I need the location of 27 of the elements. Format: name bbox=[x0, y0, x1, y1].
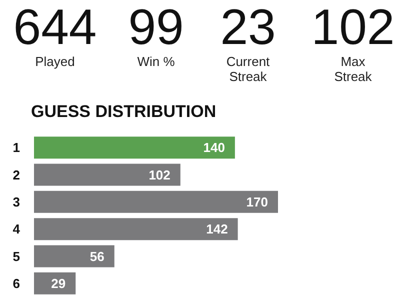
category-label: Win % bbox=[136, 54, 176, 69]
category-label: Max Streak bbox=[333, 54, 373, 84]
y-tick-label: 5 bbox=[12, 248, 20, 264]
category-label: Played bbox=[34, 54, 76, 69]
y-tick-label: 3 bbox=[12, 194, 20, 210]
y-tick-label: 2 bbox=[12, 167, 20, 182]
chart-title: GUESS DISTRIBUTION bbox=[31, 102, 216, 121]
data-label: 644 bbox=[12, 0, 98, 55]
data-label: 170 bbox=[246, 194, 268, 210]
data-label: 102 bbox=[310, 0, 396, 55]
y-tick-label: 4 bbox=[12, 222, 21, 237]
data-label: 142 bbox=[206, 222, 228, 237]
data-label: 140 bbox=[203, 140, 225, 156]
bar bbox=[34, 164, 180, 186]
bar bbox=[34, 218, 238, 240]
y-tick-label: 6 bbox=[12, 276, 20, 291]
data-label: 102 bbox=[148, 167, 170, 182]
bar bbox=[34, 190, 278, 213]
data-label: 23 bbox=[219, 0, 277, 55]
bar bbox=[34, 245, 114, 268]
bar bbox=[34, 136, 235, 159]
y-tick-label: 1 bbox=[12, 140, 20, 156]
data-label: 29 bbox=[51, 276, 66, 291]
category-label: Current Streak bbox=[225, 54, 271, 84]
bar bbox=[34, 272, 76, 294]
data-label: 56 bbox=[90, 248, 104, 264]
data-label: 99 bbox=[127, 0, 185, 55]
